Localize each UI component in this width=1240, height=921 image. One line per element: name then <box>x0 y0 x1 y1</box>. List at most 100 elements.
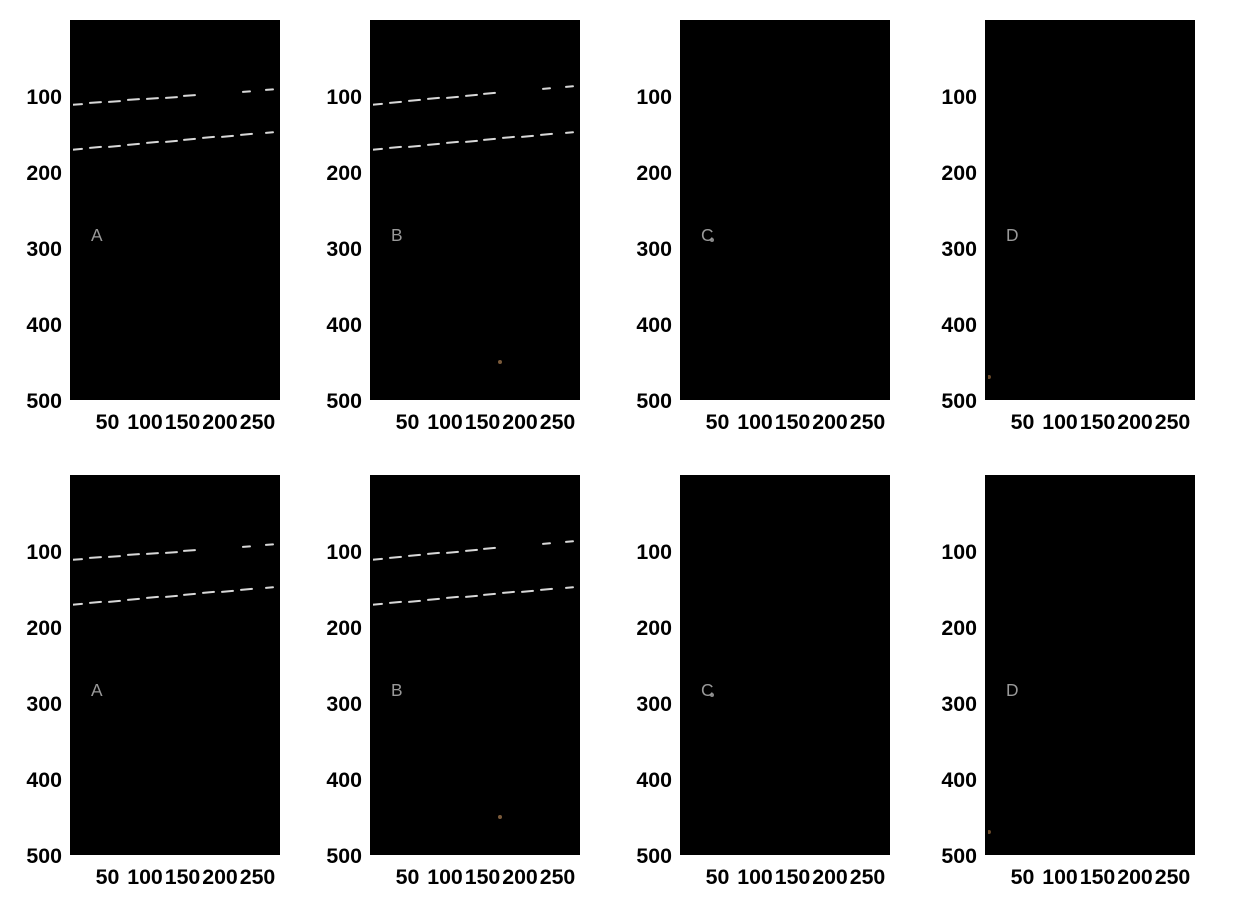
streak-segment <box>70 148 83 151</box>
ytick-label: 100 <box>312 85 362 110</box>
ytick-label: 500 <box>312 844 362 869</box>
streak-segment <box>221 134 234 137</box>
streak-segment <box>408 600 421 603</box>
streak-segment <box>108 145 121 148</box>
ytick-label: 400 <box>622 768 672 793</box>
streak-segment <box>146 552 159 555</box>
streak-segment <box>408 554 421 557</box>
streak-segment <box>240 133 253 136</box>
ytick-label: 100 <box>312 540 362 565</box>
streak-segment <box>146 596 159 599</box>
plot-area-r0c0: A <box>70 20 280 400</box>
streak-segment <box>164 595 177 598</box>
streak-segment <box>389 601 402 604</box>
streak-segment <box>521 589 534 592</box>
ytick-label: 400 <box>312 313 362 338</box>
streak-segment <box>265 586 274 589</box>
streak-segment <box>565 85 574 88</box>
xtick-label: 250 <box>1151 410 1195 435</box>
streak-segment <box>542 87 551 90</box>
marker-dot <box>987 830 991 834</box>
ytick-label: 400 <box>312 768 362 793</box>
ytick-label: 100 <box>927 540 977 565</box>
xtick-label: 250 <box>536 410 580 435</box>
streak-segment <box>183 593 196 596</box>
panel-letter-C: C <box>701 680 714 701</box>
xtick-label: 250 <box>536 865 580 890</box>
xtick-label: 250 <box>846 410 890 435</box>
streak-segment <box>540 133 553 136</box>
ytick-label: 300 <box>927 237 977 262</box>
panel-letter-D: D <box>1006 680 1019 701</box>
marker-dot <box>987 375 991 379</box>
streak-segment <box>221 589 234 592</box>
plot-area-r1c3: D <box>985 475 1195 855</box>
streak-segment <box>164 140 177 143</box>
ytick-label: 300 <box>927 692 977 717</box>
ytick-label: 500 <box>12 844 62 869</box>
xtick-label: 250 <box>846 865 890 890</box>
ytick-label: 200 <box>927 616 977 641</box>
ytick-label: 300 <box>622 237 672 262</box>
xtick-label: 250 <box>236 410 280 435</box>
streak-segment <box>70 603 83 606</box>
streak-segment <box>164 96 177 99</box>
streak-segment <box>265 544 274 547</box>
streak-segment <box>446 96 459 99</box>
streak-segment <box>70 558 83 561</box>
streak-segment <box>565 131 574 134</box>
streak-segment <box>427 143 440 146</box>
streak-segment <box>446 596 459 599</box>
panel-letter-A: A <box>91 680 103 701</box>
streak-segment <box>464 94 477 97</box>
streak-segment <box>427 97 440 100</box>
ytick-label: 200 <box>312 161 362 186</box>
ytick-label: 400 <box>12 768 62 793</box>
ytick-label: 500 <box>927 844 977 869</box>
streak-segment <box>483 138 496 141</box>
ytick-label: 400 <box>622 313 672 338</box>
figure-grid: A10020030040050050100150200250B100200300… <box>0 0 1240 921</box>
ytick-label: 300 <box>12 692 62 717</box>
streak-segment <box>242 90 251 93</box>
streak-segment <box>483 547 496 550</box>
streak-segment <box>183 138 196 141</box>
ytick-label: 100 <box>12 85 62 110</box>
streak-segment <box>108 600 121 603</box>
ytick-label: 500 <box>12 389 62 414</box>
streak-segment <box>370 557 383 560</box>
streak-segment <box>146 97 159 100</box>
panel-letter-D: D <box>1006 225 1019 246</box>
streak-segment <box>164 551 177 554</box>
streak-segment <box>89 101 102 104</box>
ytick-label: 200 <box>12 161 62 186</box>
plot-area-r1c1: B <box>370 475 580 855</box>
plot-area-r0c3: D <box>985 20 1195 400</box>
streak-segment <box>127 143 140 146</box>
ytick-label: 500 <box>622 844 672 869</box>
ytick-label: 100 <box>12 540 62 565</box>
streak-segment <box>502 136 515 139</box>
streak-segment <box>464 595 477 598</box>
plot-area-r0c1: B <box>370 20 580 400</box>
marker-dot <box>498 815 502 819</box>
ytick-label: 200 <box>927 161 977 186</box>
panel-letter-B: B <box>391 680 403 701</box>
streak-segment <box>202 136 215 139</box>
streak-segment <box>370 148 383 151</box>
streak-segment <box>108 100 121 103</box>
streak-segment <box>242 545 251 548</box>
streak-segment <box>127 99 140 102</box>
ytick-label: 500 <box>927 389 977 414</box>
ytick-label: 300 <box>312 692 362 717</box>
ytick-label: 400 <box>12 313 62 338</box>
streak-segment <box>389 101 402 104</box>
streak-segment <box>483 593 496 596</box>
streak-segment <box>389 556 402 559</box>
ytick-label: 100 <box>622 540 672 565</box>
streak-segment <box>89 556 102 559</box>
streak-segment <box>389 146 402 149</box>
streak-segment <box>240 588 253 591</box>
streak-segment <box>70 103 83 106</box>
streak-segment <box>464 549 477 552</box>
